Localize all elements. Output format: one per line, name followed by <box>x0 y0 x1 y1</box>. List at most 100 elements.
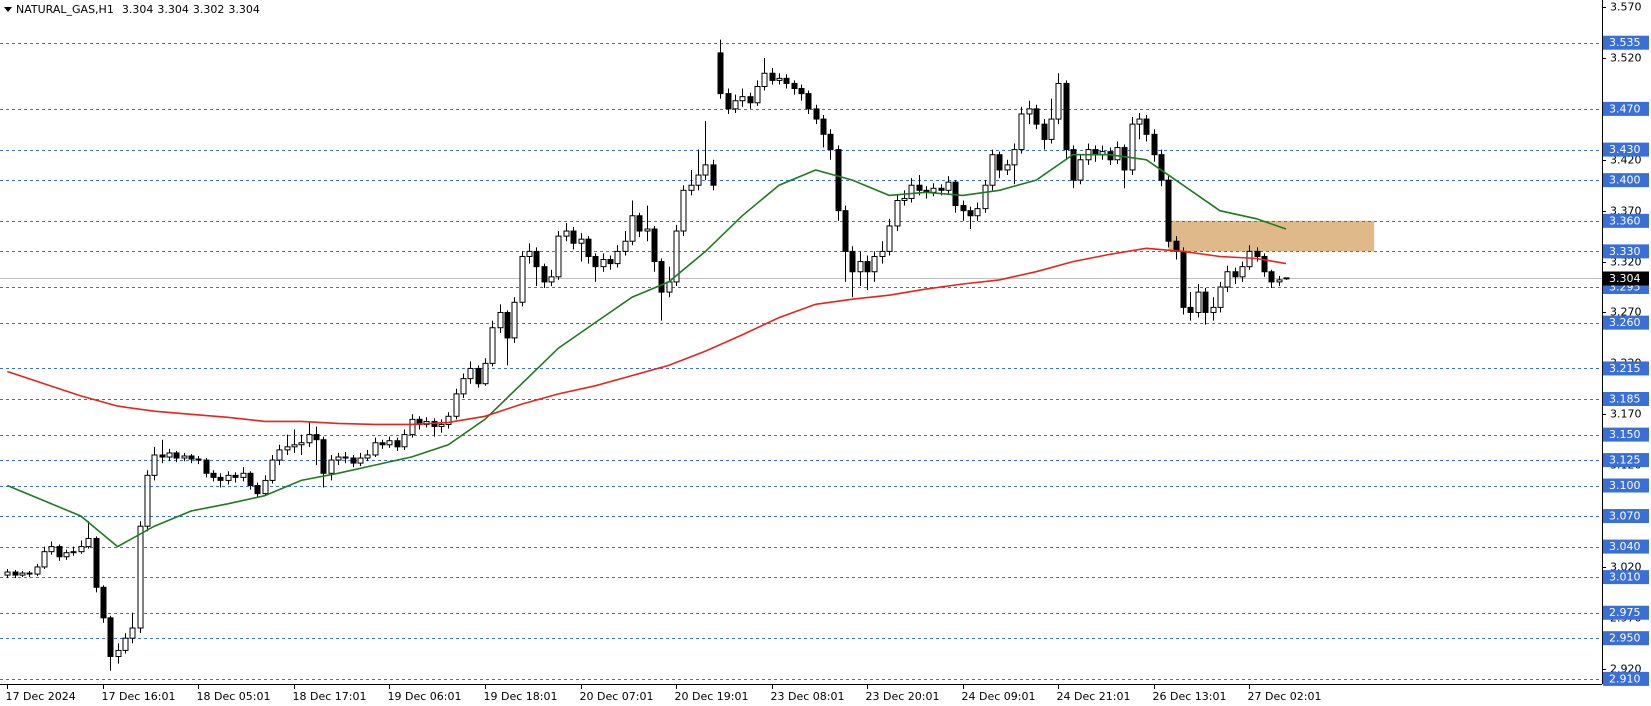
candle-body <box>1048 118 1055 140</box>
candle-body <box>526 250 533 257</box>
candle-body <box>26 572 33 575</box>
level-label-box <box>1603 539 1649 554</box>
candle-body <box>805 93 812 110</box>
x-tick-label: 27 Dec 02:01 <box>1248 690 1322 703</box>
candle-body <box>688 184 695 191</box>
candle-body <box>335 456 342 461</box>
candle-body <box>725 93 732 110</box>
candle-body <box>1210 306 1217 313</box>
candle-body <box>1129 123 1136 171</box>
candle-body <box>769 72 776 81</box>
ohlc-value: 3.304 <box>157 3 189 16</box>
candle-body <box>1114 147 1121 161</box>
candle-body <box>41 551 48 568</box>
candle-body <box>636 215 643 232</box>
candle-body <box>938 187 945 191</box>
plot-area <box>0 39 1602 680</box>
candle-body <box>886 225 893 252</box>
level-label-box <box>1603 671 1649 686</box>
candle-body <box>967 210 974 217</box>
candle-body <box>1070 149 1077 181</box>
candle-body <box>482 362 489 385</box>
candle-body <box>974 208 981 217</box>
candle-body <box>386 440 393 446</box>
level-label: 3.040 <box>1609 540 1641 553</box>
candle-body <box>129 627 136 639</box>
candle-body <box>570 230 577 244</box>
candle-body <box>1246 250 1253 268</box>
candle-body <box>622 240 629 252</box>
level-label-box <box>1603 509 1649 524</box>
level-label-box <box>1603 35 1649 50</box>
candle-body <box>960 205 967 212</box>
ohlc-value: 3.304 <box>122 3 154 16</box>
level-label-box <box>1603 453 1649 468</box>
x-tick-label: 20 Dec 19:01 <box>675 690 749 703</box>
candle-body <box>357 457 364 464</box>
candle-body <box>533 250 540 268</box>
symbol-menu-arrow[interactable] <box>4 7 12 12</box>
moving-average-line <box>7 247 1287 426</box>
candle-body <box>1195 291 1202 313</box>
candle-body <box>1121 147 1128 171</box>
candle-body <box>930 187 937 193</box>
candle-body <box>982 184 989 210</box>
x-tick-label: 18 Dec 17:01 <box>293 690 367 703</box>
x-tick-label: 17 Dec 16:01 <box>102 690 176 703</box>
candle-body <box>555 235 562 278</box>
level-label: 3.470 <box>1609 102 1641 115</box>
candle-body <box>107 617 114 658</box>
y-tick-label: 3.270 <box>1610 306 1642 319</box>
candle-body <box>137 525 144 629</box>
x-tick-label: 24 Dec 09:01 <box>962 690 1036 703</box>
level-label: 3.100 <box>1609 479 1641 492</box>
level-label-box <box>1603 631 1649 646</box>
level-label: 2.975 <box>1609 606 1641 619</box>
candle-body <box>629 215 636 242</box>
x-tick-label: 19 Dec 06:01 <box>388 690 462 703</box>
level-label: 3.010 <box>1609 571 1641 584</box>
level-label-box <box>1603 315 1649 330</box>
candle-body <box>864 261 871 273</box>
candle-body <box>269 459 276 481</box>
x-tick-label: 23 Dec 20:01 <box>866 690 940 703</box>
y-tick-label: 3.520 <box>1610 52 1642 65</box>
candle-body <box>232 474 239 478</box>
candle-body <box>1143 118 1150 135</box>
current-price-box <box>1603 271 1649 286</box>
candle-body <box>78 546 85 553</box>
candle-body <box>1239 266 1246 278</box>
candle-body <box>1011 149 1018 166</box>
candle-body <box>820 118 827 135</box>
candle-body <box>159 454 166 458</box>
candle-body <box>34 566 41 575</box>
level-label-box <box>1603 142 1649 157</box>
level-label: 3.070 <box>1609 510 1641 523</box>
x-tick-label: 24 Dec 21:01 <box>1057 690 1131 703</box>
chart-header: NATURAL_GAS,H1 3.304 3.304 3.302 3.304 <box>16 3 260 16</box>
candle-body <box>835 149 842 212</box>
candle-body <box>240 472 247 478</box>
level-label: 3.260 <box>1609 316 1641 329</box>
candle-body <box>1224 271 1231 288</box>
candle-body <box>548 276 555 283</box>
candle-body <box>871 255 878 273</box>
candle-body <box>702 164 709 176</box>
candle-body <box>1151 133 1158 156</box>
candle-body <box>776 77 783 81</box>
candle-body <box>827 133 834 151</box>
candle-body <box>56 546 63 558</box>
candle-body <box>1254 250 1261 257</box>
candle-body <box>695 174 702 186</box>
candle-body <box>445 415 452 425</box>
candle-body <box>879 250 886 257</box>
candle-body <box>1180 250 1187 308</box>
candle-body <box>916 184 923 191</box>
candle-body <box>320 439 327 474</box>
candle-body <box>100 586 107 619</box>
candle-body <box>945 181 952 191</box>
level-label: 3.215 <box>1609 362 1641 375</box>
candle-body <box>739 96 746 102</box>
